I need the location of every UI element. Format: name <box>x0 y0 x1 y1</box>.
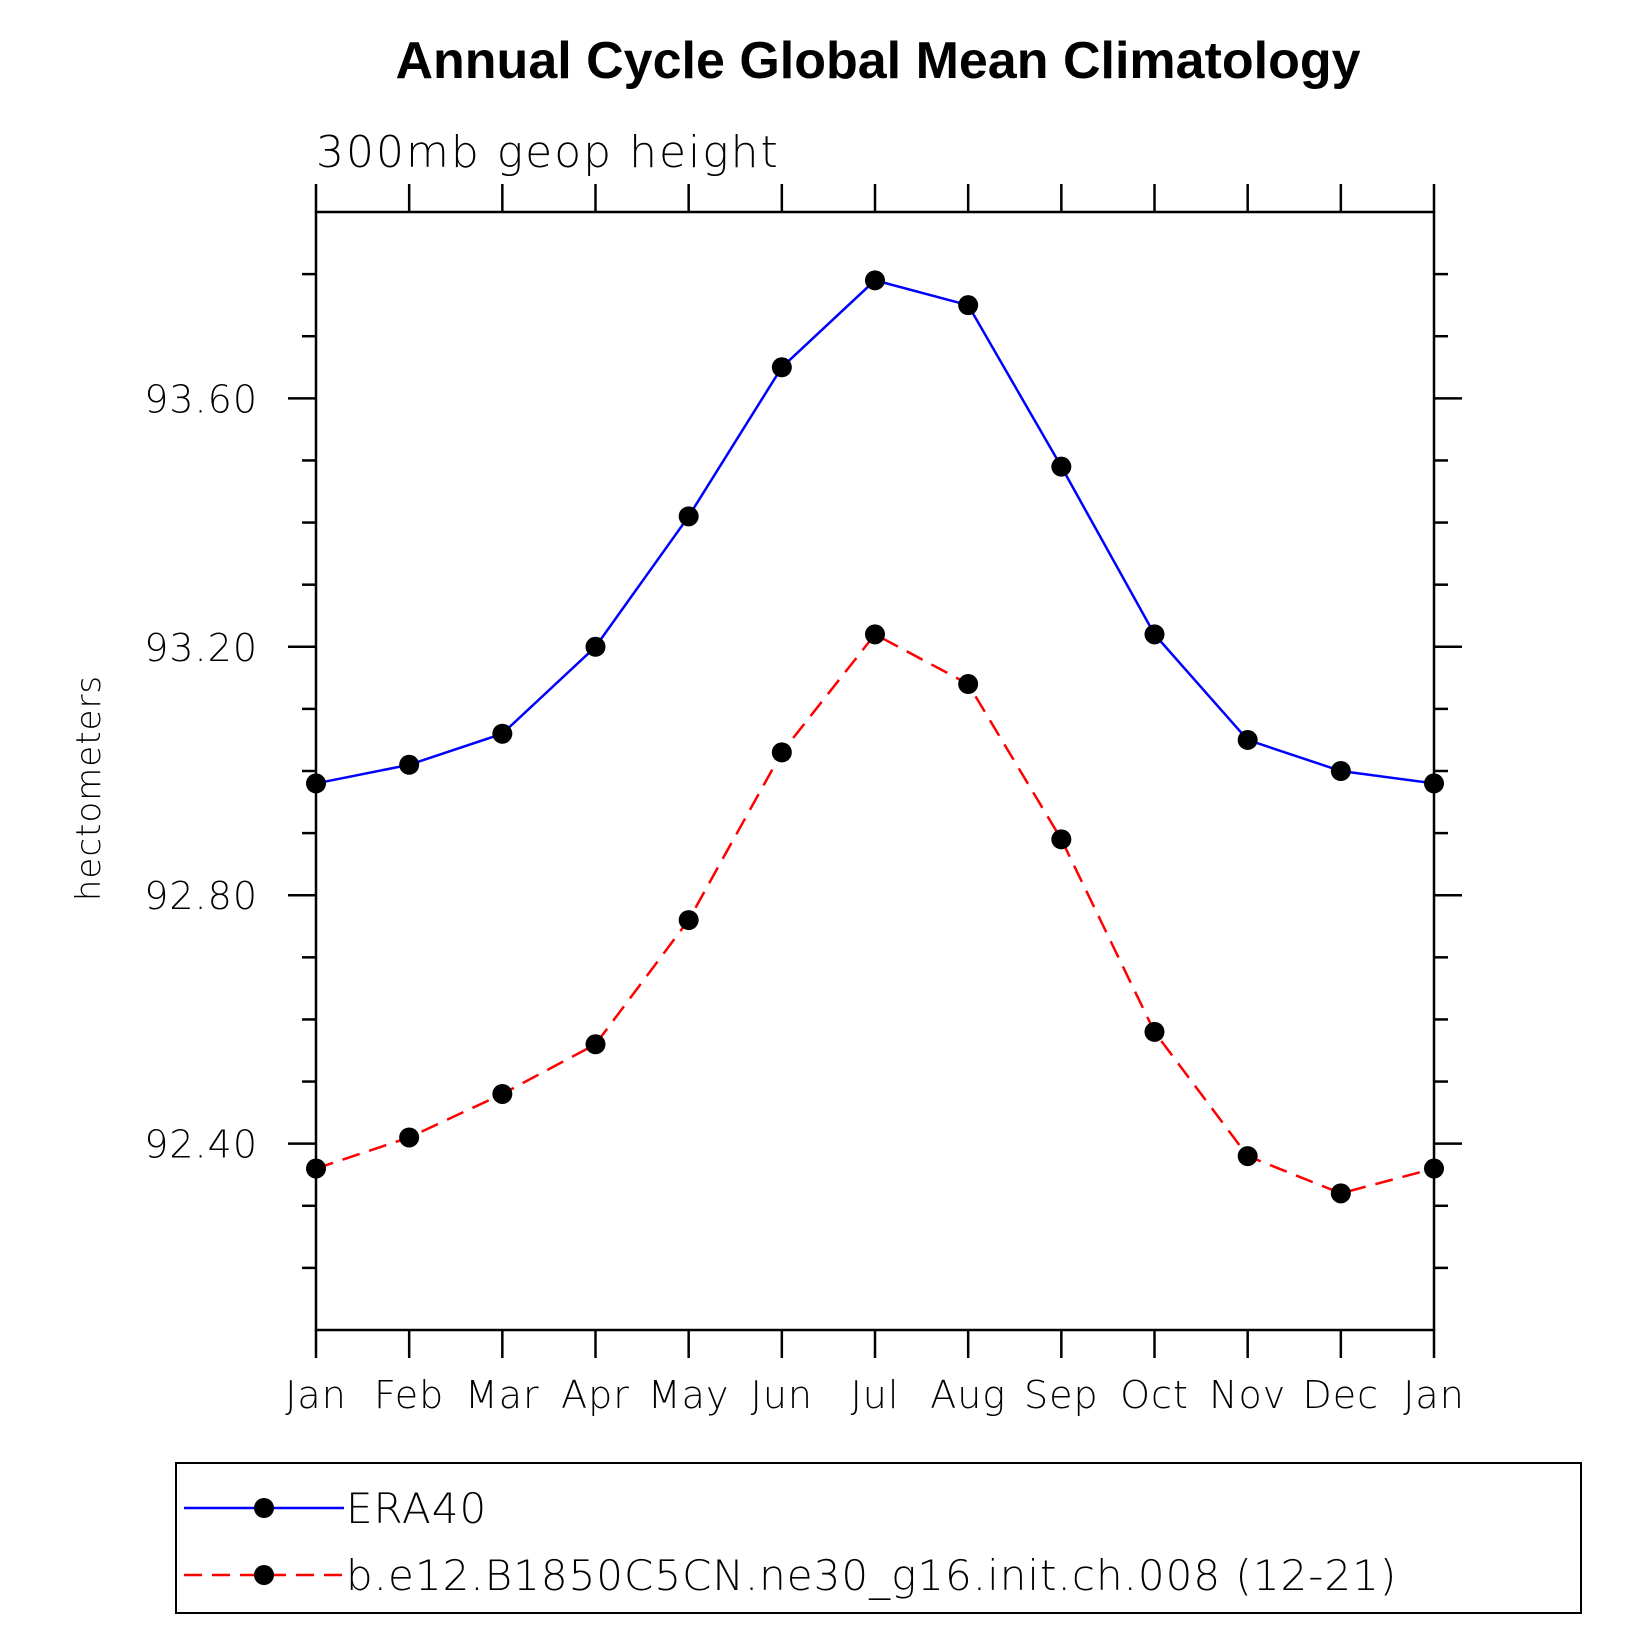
data-point <box>1237 1146 1258 1167</box>
x-tick-label: Sep <box>1024 1373 1099 1417</box>
data-point <box>399 1127 420 1148</box>
y-tick-label: 93.20 <box>144 626 258 670</box>
plot-frame <box>314 210 1436 1332</box>
y-tick-label: 92.80 <box>144 874 258 918</box>
data-point <box>865 270 885 291</box>
data-point <box>585 1034 606 1055</box>
data-point <box>492 1083 513 1104</box>
legend-marker <box>254 1565 274 1585</box>
x-tick-label: Mar <box>465 1373 540 1417</box>
legend-marker <box>254 1498 274 1518</box>
data-point <box>492 723 513 744</box>
legend-label: ERA40 <box>346 1484 487 1533</box>
x-tick-label: May <box>648 1373 730 1417</box>
data-point <box>771 742 792 763</box>
x-tick-label: Feb <box>374 1373 444 1417</box>
data-point <box>771 357 792 378</box>
data-point <box>1144 624 1165 645</box>
series-2 <box>306 624 1444 1204</box>
chart-subtitle: 300mb geop height <box>316 127 780 178</box>
y-tick-label: 93.60 <box>144 377 258 421</box>
data-point <box>399 754 420 775</box>
data-point <box>585 636 606 657</box>
data-point <box>678 910 699 931</box>
x-tick-label: Jan <box>1403 1373 1465 1417</box>
legend-label: b.e12.B1850C5CN.ne30_g16.init.ch.008 (12… <box>346 1551 1397 1600</box>
data-point <box>678 506 699 527</box>
y-axis-label: hectometers <box>69 675 109 901</box>
data-point <box>1051 829 1072 850</box>
legend-box <box>175 1462 1582 1614</box>
data-point <box>1237 729 1258 750</box>
x-tick-label: Jul <box>851 1373 900 1417</box>
plot-axes: Jan Feb Mar Apr May Jun Jul Aug Sep Oct Nov Dec Jan 9… <box>144 184 1465 1417</box>
data-point <box>1424 773 1444 794</box>
x-tick-label: Oct <box>1120 1373 1189 1417</box>
series-layer <box>306 270 1444 1204</box>
data-point <box>306 1158 326 1179</box>
data-point <box>1330 1183 1351 1204</box>
data-point <box>1144 1021 1165 1042</box>
x-tick-label: Apr <box>561 1373 630 1417</box>
series-line <box>315 278 1435 785</box>
x-tick-label: Jun <box>751 1373 813 1417</box>
data-point <box>1051 456 1072 477</box>
data-point <box>1424 1158 1444 1179</box>
data-point <box>958 295 979 316</box>
chart-title: Annual Cycle Global Mean Climatology <box>395 32 1360 90</box>
legend: ERA40 b.e12.B1850C5CN.ne30_g16.init.ch.00… <box>175 1462 1582 1614</box>
series-1 <box>306 270 1444 794</box>
y-tick-label: 92.40 <box>144 1123 258 1167</box>
x-tick-label: Aug <box>930 1373 1006 1417</box>
data-point <box>958 674 979 695</box>
series-line <box>315 632 1435 1195</box>
data-point <box>306 773 326 794</box>
data-point <box>865 624 885 645</box>
data-point <box>1330 761 1351 781</box>
x-tick-label: Jan <box>285 1373 347 1417</box>
x-tick-label: Dec <box>1303 1373 1380 1417</box>
x-tick-label: Nov <box>1209 1373 1286 1417</box>
